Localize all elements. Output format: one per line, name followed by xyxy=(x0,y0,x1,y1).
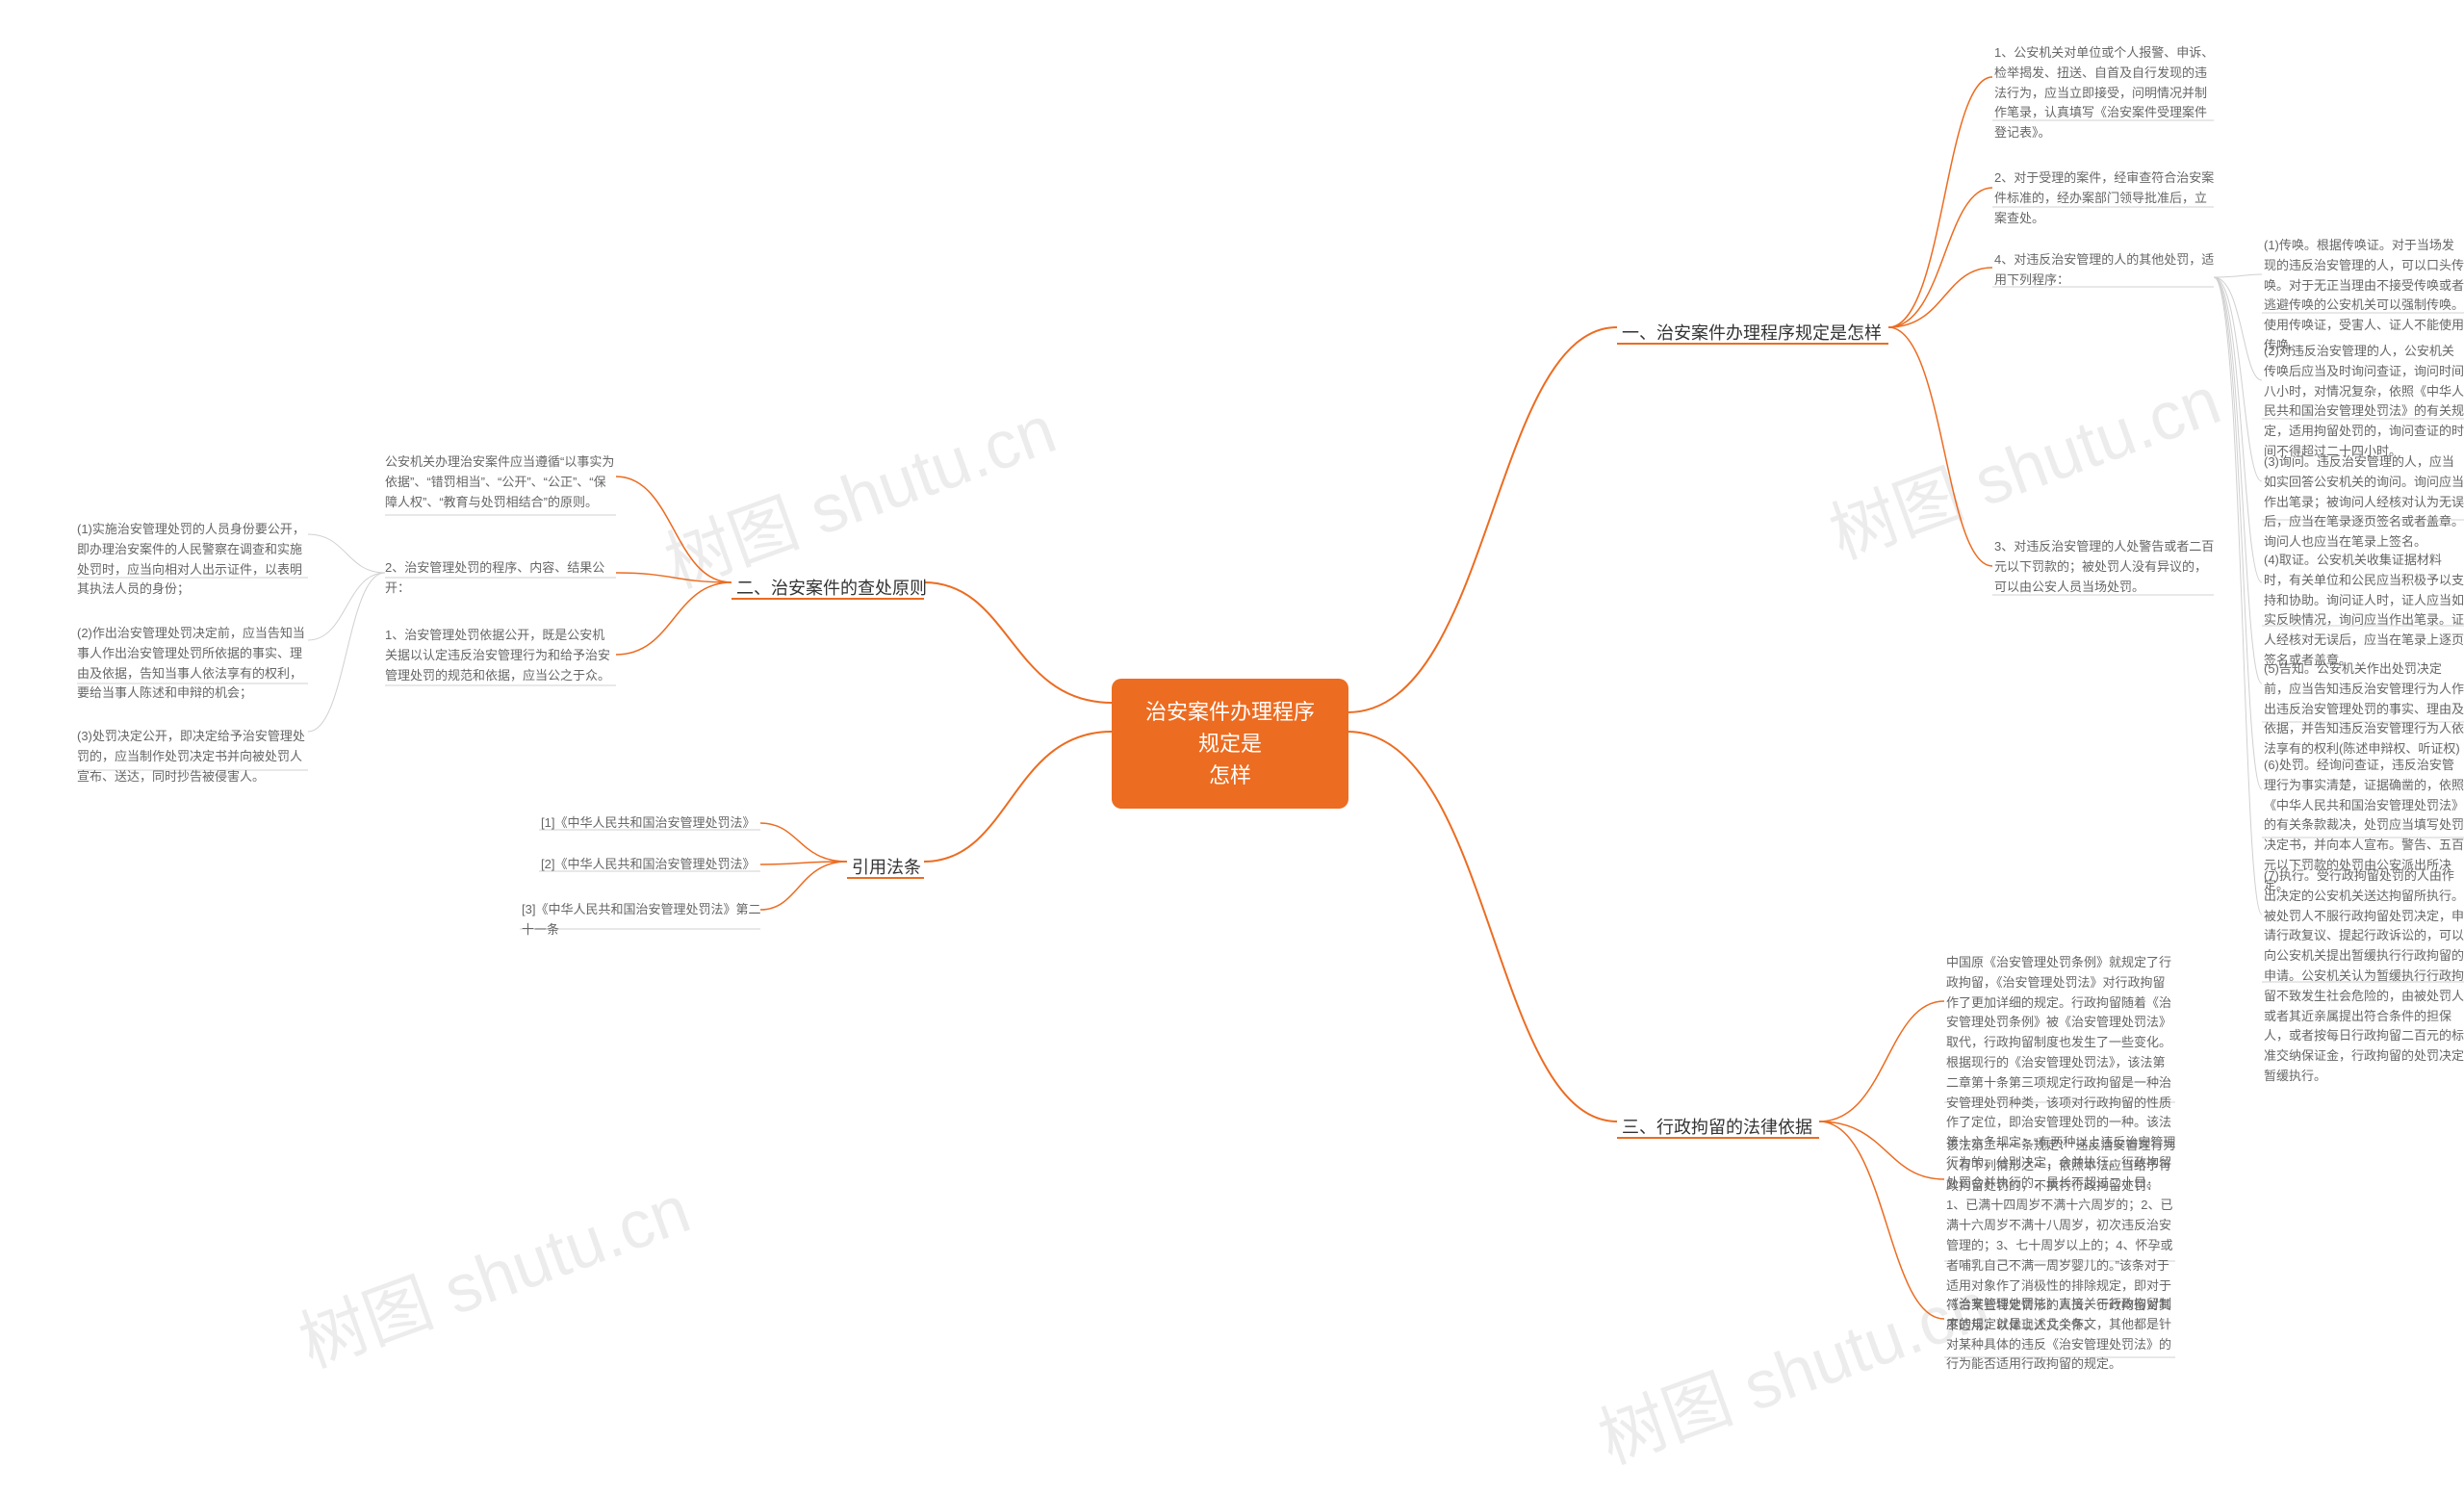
center-topic: 治安案件办理程序规定是 怎样 xyxy=(1112,679,1348,809)
b1-c4-d3: (3)询问。违反治安管理的人，应当如实回答公安机关的询问。询问应当作出笔录；被询… xyxy=(2264,452,2464,553)
branch-1: 一、治安案件办理程序规定是怎样 xyxy=(1622,320,1882,345)
b1-c4-d1: (1)传唤。根据传唤证。对于当场发现的违反治安管理的人，可以口头传唤。对于无正当… xyxy=(2264,236,2464,356)
watermark: 树图 shutu.cn xyxy=(1584,1252,2001,1483)
b2-c2: 1、治安管理处罚依据公开，既是公安机关据以认定违反治安管理行为和给予治安管理处罚… xyxy=(385,626,616,685)
b1-c4-d7: (7)执行。受行政拘留处罚的人由作出决定的公安机关送达拘留所执行。被处罚人不服行… xyxy=(2264,866,2464,1087)
branch-2: 二、治安案件的查处原则 xyxy=(736,575,927,600)
b2-c3-d2: (2)作出治安管理处罚决定前，应当告知当事人作出治安管理处罚所依据的事实、理由及… xyxy=(77,624,308,704)
b4-c2: [2]《中华人民共和国治安管理处罚法》 xyxy=(541,855,755,875)
center-title-line1: 治安案件办理程序规定是 xyxy=(1145,700,1315,756)
b2-c1: 公安机关办理治安案件应当遵循“以事实为依据”、“错罚相当”、“公开”、“公正”、… xyxy=(385,452,616,512)
b1-c2: 2、对于受理的案件，经审查符合治安案件标准的，经办案部门领导批准后，立案查处。 xyxy=(1994,168,2216,228)
branch-4: 引用法条 xyxy=(852,854,921,879)
b1-c3: 3、对违反治安管理的人处警告或者二百元以下罚款的；被处罚人没有异议的，可以由公安… xyxy=(1994,537,2216,597)
b1-c1: 1、公安机关对单位或个人报警、申诉、检举揭发、扭送、自首及自行发现的违法行为，应… xyxy=(1994,43,2216,143)
b2-c3: 2、治安管理处罚的程序、内容、结果公开： xyxy=(385,558,616,599)
b4-c1: [1]《中华人民共和国治安管理处罚法》 xyxy=(541,813,755,834)
center-title-line2: 怎样 xyxy=(1209,763,1251,787)
b1-c4: 4、对违反治安管理的人的其他处罚，适用下列程序： xyxy=(1994,250,2216,291)
b4-c3: [3]《中华人民共和国治安管理处罚法》第二十一条 xyxy=(522,900,762,941)
branch-3: 三、行政拘留的法律依据 xyxy=(1622,1114,1812,1139)
watermark: 树图 shutu.cn xyxy=(285,1156,702,1387)
b2-c3-d3: (3)处罚决定公开，即决定给予治安管理处罚的，应当制作处罚决定书并向被处罚人宣布… xyxy=(77,727,308,786)
b2-c3-d1: (1)实施治安管理处罚的人员身份要公开，即办理治安案件的人民警察在调查和实施处罚… xyxy=(77,520,308,600)
b3-c3: 《治安管理处罚法》直接关于行政拘留制度的规定就是上述几个条文，其他都是针对某种具… xyxy=(1946,1295,2177,1375)
b1-c4-d4: (4)取证。公安机关收集证据材料时，有关单位和公民应当积极予以支持和协助。询问证… xyxy=(2264,551,2464,671)
b1-c4-d2: (2)对违反治安管理的人，公安机关传唤后应当及时询问查证，询问时间八小时，对情况… xyxy=(2264,342,2464,462)
b1-c4-d5: (5)告知。公安机关作出处罚决定前，应当告知违反治安管理行为人作出违反治安管理处… xyxy=(2264,659,2464,760)
watermark: 树图 shutu.cn xyxy=(651,376,1067,607)
